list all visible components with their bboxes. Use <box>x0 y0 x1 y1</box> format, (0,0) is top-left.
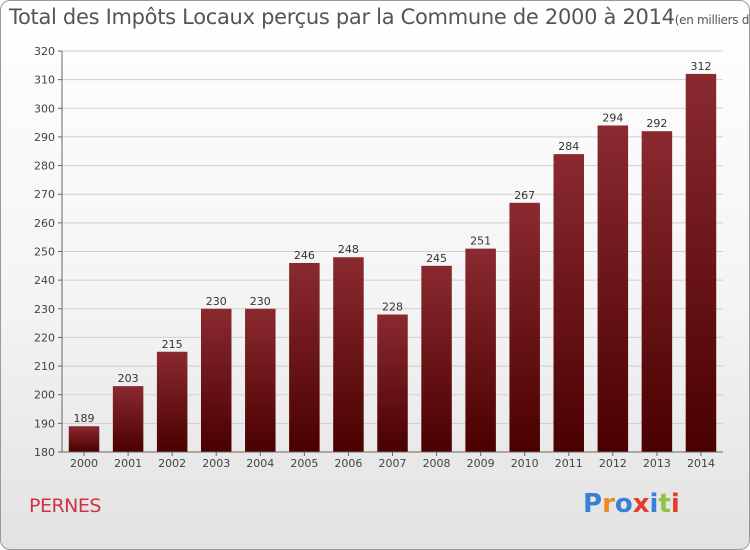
y-tick-label: 290 <box>34 131 55 144</box>
value-label: 248 <box>338 243 359 256</box>
x-tick-label: 2013 <box>643 457 671 470</box>
y-tick-label: 260 <box>34 217 55 230</box>
value-label: 230 <box>206 295 227 308</box>
chart-unit: (en milliers d'€) <box>674 13 750 27</box>
bar-2005 <box>289 262 320 452</box>
labels: 189 203 215 230 230 246 248 228 245 251 267 284 294 2… <box>74 60 712 425</box>
chart-title: Total des Impôts Locaux perçus par la Co… <box>9 5 750 29</box>
brand-letter: i <box>670 489 680 519</box>
bars <box>68 73 717 453</box>
x-tick-label: 2000 <box>70 457 98 470</box>
brand-letter: t <box>658 489 671 519</box>
commune-name: PERNES <box>29 495 101 517</box>
bar-2012 <box>597 125 629 452</box>
bar-2002 <box>156 351 188 452</box>
brand-letter: x <box>632 489 650 519</box>
value-label: 246 <box>294 249 315 262</box>
y-tick-label: 180 <box>34 446 55 459</box>
value-label: 215 <box>162 338 183 351</box>
bar-2011 <box>553 154 585 452</box>
y-tick-label: 230 <box>34 303 55 316</box>
y-tick-label: 270 <box>34 188 55 201</box>
value-label: 245 <box>426 252 447 265</box>
x-tick-label: 2012 <box>599 457 627 470</box>
y-tick-label: 190 <box>34 417 55 430</box>
value-label: 292 <box>646 117 667 130</box>
y-tick-label: 280 <box>34 160 55 173</box>
x-tick-label: 2009 <box>467 457 495 470</box>
bar-2003 <box>200 308 232 452</box>
brand-letter: P <box>583 489 603 519</box>
value-label: 267 <box>514 189 535 202</box>
y-tick-label: 320 <box>34 45 55 58</box>
x-tick-label: 2003 <box>202 457 230 470</box>
bar-2006 <box>333 257 364 452</box>
x-tick-label: 2007 <box>379 457 407 470</box>
brand-letter: i <box>649 489 659 519</box>
bar-2007 <box>377 314 408 452</box>
y-tick-label: 250 <box>34 246 55 259</box>
brand-letter: r <box>602 489 615 519</box>
y-tick-label: 210 <box>34 360 55 373</box>
value-label: 189 <box>74 412 95 425</box>
value-label: 228 <box>382 301 403 314</box>
bar-2004 <box>245 308 276 452</box>
axes: 180 190 200 210 220 230 240 250 260 270 280 290 300 3… <box>34 45 723 470</box>
value-label: 251 <box>470 235 491 248</box>
x-tick-label: 2004 <box>246 457 274 470</box>
x-tick-label: 2010 <box>511 457 539 470</box>
y-tick-label: 220 <box>34 331 55 344</box>
bar-2013 <box>641 131 673 452</box>
value-label: 294 <box>602 111 623 124</box>
bar-2008 <box>421 265 452 452</box>
x-tick-label: 2005 <box>290 457 318 470</box>
x-tick-label: 2008 <box>423 457 451 470</box>
value-label: 203 <box>118 372 139 385</box>
bar-2000 <box>68 426 100 452</box>
brand-letter: o <box>614 489 633 519</box>
y-tick-label: 200 <box>34 389 55 402</box>
bar-2001 <box>112 386 144 452</box>
value-label: 284 <box>558 140 579 153</box>
x-tick-label: 2006 <box>334 457 362 470</box>
bar-2009 <box>465 248 496 452</box>
x-tick-label: 2001 <box>114 457 142 470</box>
x-tick-label: 2002 <box>158 457 186 470</box>
x-tick-label: 2011 <box>555 457 583 470</box>
y-tick-label: 300 <box>34 102 55 115</box>
bar-2014 <box>685 73 717 453</box>
y-tick-label: 240 <box>34 274 55 287</box>
value-label: 230 <box>250 295 271 308</box>
brand-logo[interactable]: Proxiti <box>583 489 680 519</box>
value-label: 312 <box>690 60 711 73</box>
x-tick-label: 2014 <box>687 457 715 470</box>
chart-title-text: Total des Impôts Locaux perçus par la Co… <box>9 5 675 29</box>
bar-2010 <box>509 202 540 452</box>
y-tick-label: 310 <box>34 74 55 87</box>
